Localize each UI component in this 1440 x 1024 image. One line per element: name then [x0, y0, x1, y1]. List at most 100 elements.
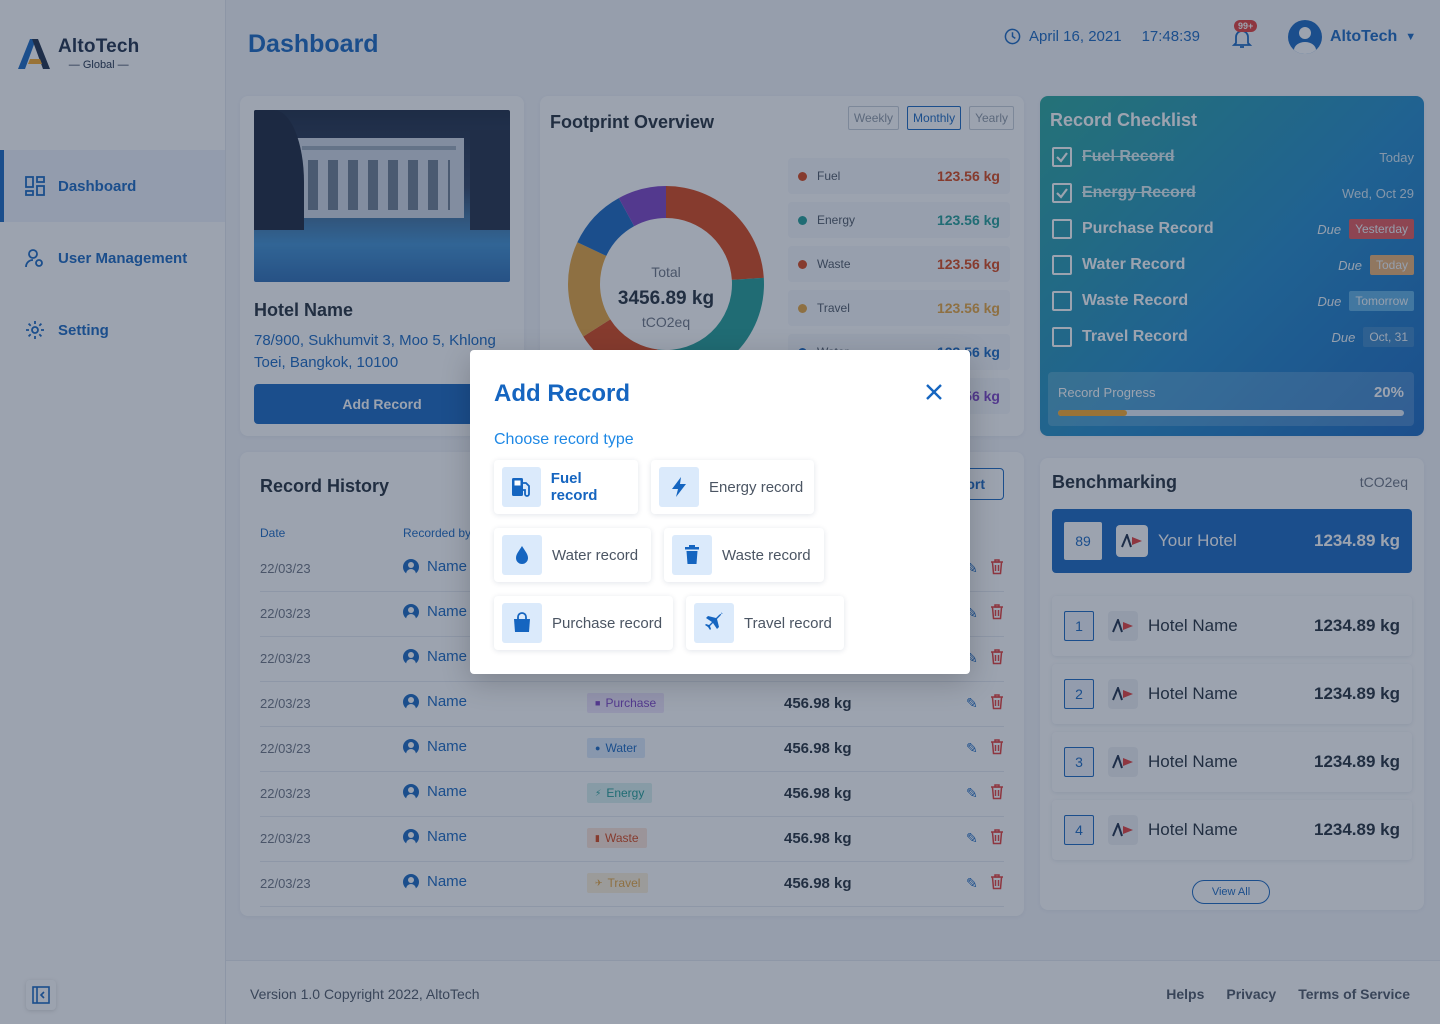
checkbox[interactable] — [1052, 219, 1072, 239]
option-waste-record[interactable]: Waste record — [664, 528, 824, 582]
view-all-button[interactable]: View All — [1192, 880, 1270, 904]
trash-icon[interactable] — [990, 604, 1004, 620]
checklist-item[interactable]: Energy Record Wed, Oct 29 — [1052, 178, 1414, 208]
due-badge: Yesterday — [1349, 219, 1414, 239]
benchmark-row[interactable]: 1 Hotel Name 1234.89 kg — [1052, 596, 1412, 656]
table-row: 22/03/23 Name ✈ Travel 456.98 kg ✎ — [260, 862, 1004, 907]
notification-badge: 99+ — [1234, 20, 1258, 32]
row-date: 22/03/23 — [260, 696, 311, 711]
record-type-label: Waste — [604, 831, 639, 845]
edit-icon[interactable]: ✎ — [966, 560, 978, 576]
sidebar-item-setting[interactable]: Setting — [0, 294, 225, 366]
option-water-record[interactable]: Water record — [494, 528, 651, 582]
checkbox[interactable] — [1052, 327, 1072, 347]
user-icon — [403, 828, 419, 845]
edit-icon[interactable]: ✎ — [966, 785, 978, 801]
due-badge: Today — [1369, 255, 1414, 275]
footer-copyright: Version 1.0 Copyright 2022, AltoTech — [250, 986, 480, 1002]
user-icon — [403, 603, 419, 620]
row-recorder: Name — [403, 693, 467, 710]
footer-link-privacy[interactable]: Privacy — [1226, 986, 1277, 1002]
legend-value: 123.56 kg — [936, 256, 1000, 272]
donut-total-label: Total — [651, 264, 681, 280]
legend-value: 123.56 kg — [936, 212, 1000, 228]
table-row: 22/03/23 Name ■ Purchase 456.98 kg ✎ — [260, 682, 1004, 727]
edit-icon[interactable]: ✎ — [966, 875, 978, 891]
trash-icon[interactable] — [990, 829, 1004, 845]
checkbox[interactable] — [1052, 183, 1072, 203]
record-checklist-card: Record Checklist Fuel Record Today Energy … — [1040, 96, 1424, 436]
benchmark-title: Benchmarking — [1052, 472, 1178, 492]
benchmark-row[interactable]: 3 Hotel Name 1234.89 kg — [1052, 732, 1412, 792]
benchmark-row[interactable]: 2 Hotel Name 1234.89 kg — [1052, 664, 1412, 724]
checklist-item[interactable]: Travel Record Due Oct, 31 — [1052, 322, 1414, 352]
period-weekly[interactable]: Weekly — [847, 106, 900, 130]
hotel-building-shape — [294, 138, 464, 218]
checkbox[interactable] — [1052, 147, 1072, 167]
donut-slice-fuel — [666, 186, 764, 280]
trash-icon[interactable] — [990, 559, 1004, 575]
period-yearly[interactable]: Yearly — [969, 106, 1014, 130]
footer: Version 1.0 Copyright 2022, AltoTech Hel… — [226, 960, 1440, 1024]
benchmark-hotel-name: Hotel Name — [1148, 616, 1238, 635]
checklist-item[interactable]: Waste Record Due Tomorrow — [1052, 286, 1414, 316]
benchmark-your-hotel-row[interactable]: 89 Your Hotel 1234.89 kg — [1052, 509, 1412, 573]
row-date: 22/03/23 — [260, 651, 311, 666]
edit-icon[interactable]: ✎ — [966, 740, 978, 756]
option-fuel-record[interactable]: Fuel record — [494, 460, 638, 514]
period-selector: Weekly Monthly Yearly — [847, 106, 1014, 130]
row-recorder-name: Name — [427, 828, 468, 845]
donut-slice-water — [577, 198, 635, 256]
checkbox[interactable] — [1052, 255, 1072, 275]
close-icon[interactable] — [922, 380, 946, 404]
benchmark-hotel-name: Your Hotel — [1158, 531, 1237, 550]
checklist-item[interactable]: Water Record Due Today — [1052, 250, 1414, 280]
legend-item-fuel: Fuel 123.56 kg — [788, 158, 1010, 194]
record-progress: Record Progress 20% — [1048, 372, 1414, 426]
row-date: 22/03/23 — [260, 741, 311, 756]
edit-icon[interactable]: ✎ — [966, 605, 978, 621]
hotel-address: 78/900, Sukhumvit 3, Moo 5, Khlong Toei,… — [254, 332, 496, 371]
donut-slice-travel — [568, 242, 611, 337]
collapse-sidebar-button[interactable] — [26, 980, 56, 1010]
checkbox[interactable] — [1052, 291, 1072, 311]
checklist-item[interactable]: Fuel Record Today — [1052, 142, 1414, 172]
option-travel-record[interactable]: Travel record — [686, 596, 844, 650]
donut-slice-purchase — [618, 186, 666, 227]
brand-logo[interactable]: AltoTech — Global — — [16, 36, 139, 71]
trash-icon[interactable] — [990, 694, 1004, 710]
user-icon — [403, 558, 419, 575]
sidebar-item-user-management[interactable]: User Management — [0, 222, 225, 294]
edit-icon[interactable]: ✎ — [966, 830, 978, 846]
trash-icon[interactable] — [990, 784, 1004, 800]
option-purchase-record[interactable]: Purchase record — [494, 596, 673, 650]
check-icon — [1056, 152, 1068, 163]
sidebar: AltoTech — Global — Dashboard User Manag… — [0, 0, 226, 1024]
footer-link-terms[interactable]: Terms of Service — [1298, 986, 1410, 1002]
checklist-item[interactable]: Purchase Record Due Yesterday — [1052, 214, 1414, 244]
trash-icon[interactable] — [990, 874, 1004, 890]
altotech-logo-icon — [18, 38, 50, 69]
row-recorder: Name — [403, 738, 467, 755]
legend-label: Travel — [817, 301, 850, 315]
legend-value: 123.56 kg — [936, 168, 1000, 184]
benchmark-rank: 89 — [1064, 522, 1102, 560]
edit-icon[interactable]: ✎ — [966, 695, 978, 711]
benchmark-row[interactable]: 4 Hotel Name 1234.89 kg — [1052, 800, 1412, 860]
airplane-icon — [694, 603, 734, 643]
period-monthly[interactable]: Monthly — [907, 106, 962, 130]
add-record-button[interactable]: Add Record — [254, 384, 510, 424]
progress-value: 20% — [1373, 384, 1404, 401]
trash-icon[interactable] — [990, 649, 1004, 665]
edit-icon[interactable]: ✎ — [966, 650, 978, 666]
user-menu[interactable]: AltoTech ▼ — [1288, 20, 1416, 54]
record-type-label: Water — [605, 741, 637, 755]
benchmarking-card: Benchmarking tCO2eq 89 Your Hotel 1234.8… — [1040, 458, 1424, 910]
option-energy-record[interactable]: Energy record — [651, 460, 814, 514]
sidebar-item-dashboard[interactable]: Dashboard — [0, 150, 225, 222]
trash-icon[interactable] — [990, 739, 1004, 755]
row-recorder: Name — [403, 648, 467, 665]
user-name: AltoTech — [1330, 28, 1398, 45]
footer-link-helps[interactable]: Helps — [1166, 986, 1205, 1002]
benchmark-value: 1234.89 kg — [1313, 820, 1400, 839]
